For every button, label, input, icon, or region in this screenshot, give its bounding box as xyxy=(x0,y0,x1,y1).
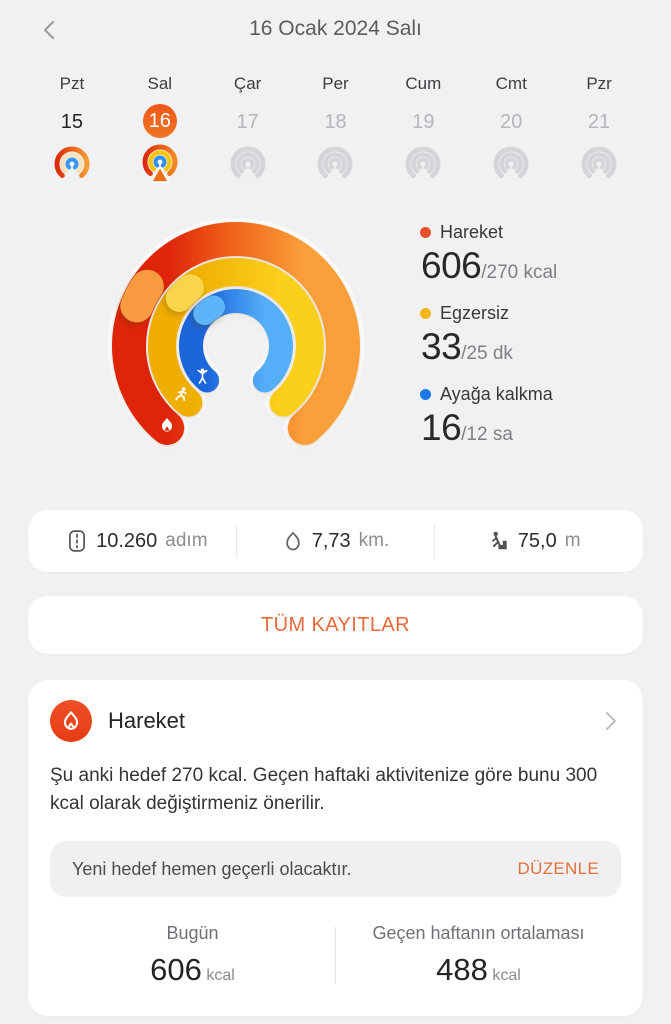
all-records-label: TÜM KAYITLAR xyxy=(261,613,410,636)
mini-rings-icon-inactive xyxy=(226,146,270,186)
hareket-card-header[interactable]: Hareket xyxy=(50,700,621,742)
hareket-card-title: Hareket xyxy=(108,708,186,733)
day-number: 17 xyxy=(236,110,259,133)
distance-unit: km. xyxy=(358,530,390,551)
day-number: 20 xyxy=(500,110,523,133)
ayaga-kalkma-ring xyxy=(179,289,293,393)
all-records-button[interactable]: TÜM KAYITLAR xyxy=(28,596,643,654)
mini-rings-icon xyxy=(50,146,94,186)
legend-value: 16 xyxy=(421,407,462,448)
runner-icon xyxy=(175,387,187,402)
steps-icon xyxy=(69,530,86,552)
flame-icon xyxy=(162,418,172,432)
day-number: 19 xyxy=(412,110,435,133)
activity-legend: Hareket 606/270 kcal Egzersiz 33/25 dk xyxy=(420,216,557,482)
divider xyxy=(335,927,336,985)
goal-banner: Yeni hedef hemen geçerli olacaktır. DÜZE… xyxy=(50,841,621,898)
back-button[interactable] xyxy=(36,16,64,44)
activity-rings xyxy=(86,216,386,478)
elevation-stat: 75,0 m xyxy=(435,529,633,553)
day-number: 18 xyxy=(324,110,347,133)
page-title: 16 Ocak 2024 Salı xyxy=(249,17,422,40)
egzersiz-ring xyxy=(148,258,324,417)
day-cell-17[interactable]: Çar 17 xyxy=(204,74,292,186)
floors-climb-icon xyxy=(491,531,507,550)
legend-egzersiz: Egzersiz 33/25 dk xyxy=(420,303,557,368)
last-week-summary: Geçen haftanın ortalaması 488 kcal xyxy=(336,923,621,988)
stand-person-icon xyxy=(197,368,208,384)
mini-rings-icon-inactive xyxy=(313,146,357,186)
legend-label: Egzersiz xyxy=(440,303,510,323)
legend-label: Hareket xyxy=(440,222,504,242)
last-week-value: 488 xyxy=(436,952,488,988)
steps-value: 10.260 xyxy=(96,529,158,552)
day-cell-18[interactable]: Per 18 xyxy=(292,74,380,186)
day-number: 21 xyxy=(587,110,611,133)
day-cell-16-selected[interactable]: Sal 16 xyxy=(116,74,204,186)
egzersiz-dot-icon xyxy=(420,308,431,319)
day-number: 16 xyxy=(148,109,171,132)
hareket-ring xyxy=(112,222,360,445)
day-label: Cmt xyxy=(495,74,527,93)
day-cell-20[interactable]: Cmt 20 xyxy=(467,74,555,186)
hareket-dot-icon xyxy=(420,227,431,238)
legend-value: 33 xyxy=(421,326,462,367)
kcal-summary: Bugün 606 kcal Geçen haftanın ortalaması… xyxy=(50,923,621,988)
day-label: Çar xyxy=(233,74,262,93)
day-cell-15[interactable]: Pzt 15 xyxy=(28,74,116,186)
mini-rings-icon-inactive xyxy=(577,146,621,186)
week-strip: Pzt 15 Sal 16 xyxy=(0,74,671,186)
divider xyxy=(434,524,436,558)
hareket-card: Hareket Şu anki hedef 270 kcal. Geçen ha… xyxy=(28,680,643,1016)
day-number: 15 xyxy=(60,110,84,133)
legend-target: /12 sa xyxy=(461,424,513,445)
distance-value: 7,73 xyxy=(311,529,351,552)
legend-target: /270 kcal xyxy=(481,262,558,283)
today-summary: Bugün 606 kcal xyxy=(50,923,335,988)
goal-banner-text: Yeni hedef hemen geçerli olacaktır. xyxy=(72,858,352,879)
hareket-flame-badge-icon xyxy=(50,700,92,742)
day-cell-21[interactable]: Pzr 21 xyxy=(555,74,643,186)
last-week-unit: kcal xyxy=(492,967,521,985)
mini-rings-icon-inactive xyxy=(401,146,445,186)
header: 16 Ocak 2024 Salı xyxy=(0,0,671,46)
day-label: Pzr xyxy=(586,74,612,93)
distance-stat: 7,73 km. xyxy=(237,530,435,553)
steps-unit: adım xyxy=(165,530,208,551)
legend-label: Ayağa kalkma xyxy=(440,384,553,404)
chevron-left-icon xyxy=(44,21,54,39)
mini-rings-icon xyxy=(138,144,182,184)
legend-hareket: Hareket 606/270 kcal xyxy=(420,222,557,287)
steps-stat: 10.260 adım xyxy=(38,529,236,553)
legend-value: 606 xyxy=(421,245,482,286)
ayaga-dot-icon xyxy=(420,389,431,400)
day-label: Cum xyxy=(405,74,442,93)
mini-rings-icon-inactive xyxy=(489,146,533,186)
day-cell-19[interactable]: Cum 19 xyxy=(379,74,467,186)
chevron-right-icon xyxy=(606,712,616,730)
divider xyxy=(235,524,237,558)
activity-section: Hareket 606/270 kcal Egzersiz 33/25 dk xyxy=(0,216,671,482)
day-label: Pzt xyxy=(59,74,85,93)
elevation-value: 75,0 xyxy=(517,529,557,552)
distance-icon xyxy=(286,531,300,551)
daily-stats-card: 10.260 adım 7,73 km. 75,0 m xyxy=(28,510,643,572)
legend-target: /25 dk xyxy=(461,343,513,364)
day-label: Per xyxy=(322,74,349,93)
today-label: Bugün xyxy=(166,923,219,944)
today-unit: kcal xyxy=(206,967,235,985)
day-label: Sal xyxy=(147,74,173,93)
duzenle-button[interactable]: DÜZENLE xyxy=(517,859,599,879)
elevation-unit: m xyxy=(564,530,581,551)
hareket-description: Şu anki hedef 270 kcal. Geçen haftaki ak… xyxy=(50,765,598,814)
legend-ayaga-kalkma: Ayağa kalkma 16/12 sa xyxy=(420,384,557,449)
today-value: 606 xyxy=(150,952,202,988)
last-week-label: Geçen haftanın ortalaması xyxy=(372,923,585,944)
